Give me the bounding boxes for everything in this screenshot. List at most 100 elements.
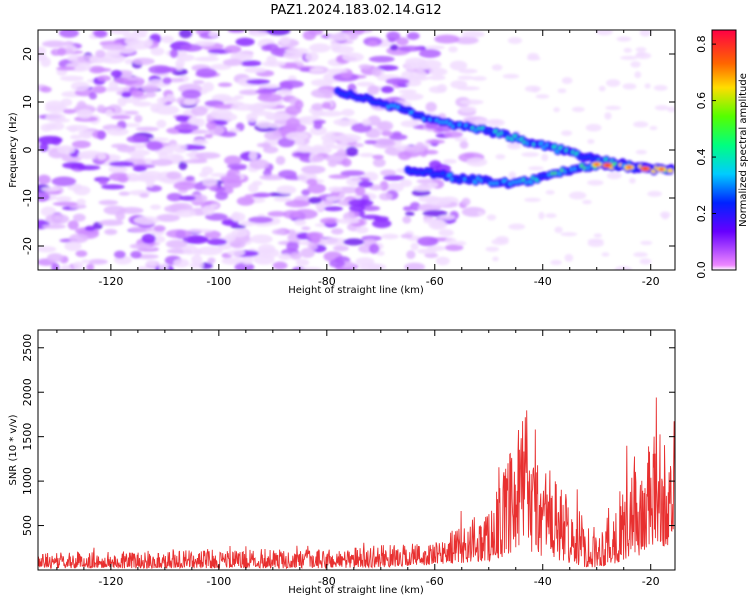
heat-blob (156, 214, 181, 222)
heat-blob (99, 53, 126, 64)
heat-blob (507, 37, 523, 45)
heat-blob (307, 183, 326, 194)
heat-blob (227, 249, 246, 257)
snr-y-axis-label: SNR (10 * v/v) (8, 414, 19, 485)
heat-blob (348, 198, 374, 207)
heat-blob (327, 186, 343, 193)
heat-blob (145, 177, 155, 188)
heat-blob (410, 242, 419, 251)
heat-blob (165, 229, 192, 239)
heat-blob (56, 47, 67, 56)
heat-blob (325, 195, 340, 202)
signal-hotspot-core (642, 167, 648, 170)
heat-blob (560, 130, 573, 136)
heat-blob (224, 45, 242, 54)
heat-blob (131, 89, 144, 98)
heat-blob (191, 254, 203, 265)
heat-blob (335, 218, 360, 224)
heat-blob (40, 86, 52, 93)
snr-x-tick-label: -120 (98, 575, 123, 588)
snr-panel: -120 -100 -80 -60 -40 -20 500 1000 1500 2000 2500… (8, 329, 676, 596)
heat-blob (182, 159, 208, 164)
spectrogram-x-ticks: -120 -100 -80 -60 -40 -20 (56, 30, 660, 288)
heat-blob (477, 211, 484, 216)
heat-blob (283, 50, 303, 60)
heat-blob (246, 112, 258, 123)
heat-blob (204, 230, 221, 239)
heat-blob (158, 263, 169, 270)
heat-blob (305, 51, 319, 62)
heat-blob (141, 233, 156, 244)
heat-blob (276, 89, 293, 96)
heat-blob (435, 256, 450, 266)
heat-blob (176, 54, 195, 62)
heat-blob (342, 52, 364, 62)
heat-blob (189, 150, 200, 161)
heat-blob (75, 250, 88, 258)
heat-blob (244, 67, 267, 74)
heat-blob (78, 153, 91, 159)
heat-blob (253, 102, 278, 109)
heat-blob (426, 245, 446, 252)
heat-blob (557, 88, 567, 94)
heat-blob (248, 151, 258, 161)
heat-blob (306, 231, 324, 240)
heat-blob (380, 169, 397, 177)
heat-blob (84, 225, 96, 232)
heat-blob (108, 161, 135, 167)
heat-blob (639, 30, 652, 37)
heat-blob (282, 210, 301, 219)
spectrogram-y-axis-label: Frequency (Hz) (8, 112, 19, 188)
heat-blob (239, 89, 261, 96)
heat-blob (63, 108, 76, 114)
heat-blob (187, 228, 213, 233)
snr-x-tick-label: -20 (642, 575, 660, 588)
heat-blob (77, 109, 93, 119)
heat-blob (153, 225, 166, 232)
heat-blob (428, 86, 446, 94)
heat-blob (301, 189, 311, 196)
heat-blob (459, 106, 477, 113)
heat-blob (110, 115, 132, 120)
signal-hotspot-core (626, 166, 632, 169)
heat-blob (246, 79, 271, 85)
heat-blob (341, 158, 352, 167)
heat-blob (660, 211, 671, 218)
heat-blob (337, 148, 347, 156)
heat-blob (622, 83, 637, 90)
heat-blob (569, 191, 587, 200)
heat-blob (148, 137, 170, 142)
heat-blob (377, 120, 394, 131)
heat-blob (299, 267, 322, 270)
heat-blob (508, 223, 526, 230)
heat-blob (101, 184, 125, 190)
heat-blob (605, 105, 622, 111)
heat-blob (249, 159, 270, 170)
heat-blob (59, 30, 79, 38)
heat-blob (311, 144, 326, 153)
heat-blob (535, 94, 550, 99)
heat-blob (180, 44, 203, 52)
heat-blob (44, 100, 66, 111)
heat-blob (215, 191, 228, 201)
heat-blob (230, 103, 257, 111)
heat-blob (318, 110, 344, 117)
heat-blob (275, 155, 286, 166)
heat-blob (285, 131, 309, 141)
heat-blob (356, 81, 375, 87)
heat-blob (667, 106, 675, 113)
heat-blob (101, 43, 126, 51)
heat-blob (601, 252, 610, 257)
heat-blob (202, 177, 218, 187)
heat-blob (428, 160, 442, 170)
heat-blob (425, 101, 437, 113)
heat-blob (593, 233, 602, 238)
heat-blob (105, 50, 121, 57)
heat-blob (545, 213, 557, 219)
heat-blob (640, 240, 653, 245)
heat-blob (380, 85, 394, 94)
heat-blob (459, 99, 484, 105)
heat-blob (202, 205, 215, 216)
heat-blob (126, 135, 149, 144)
heat-blob (104, 228, 118, 236)
